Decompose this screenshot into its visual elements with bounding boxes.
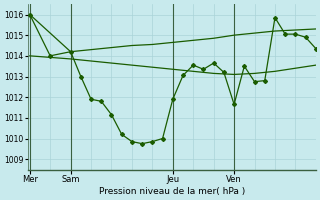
X-axis label: Pression niveau de la mer( hPa ): Pression niveau de la mer( hPa ) (99, 187, 245, 196)
